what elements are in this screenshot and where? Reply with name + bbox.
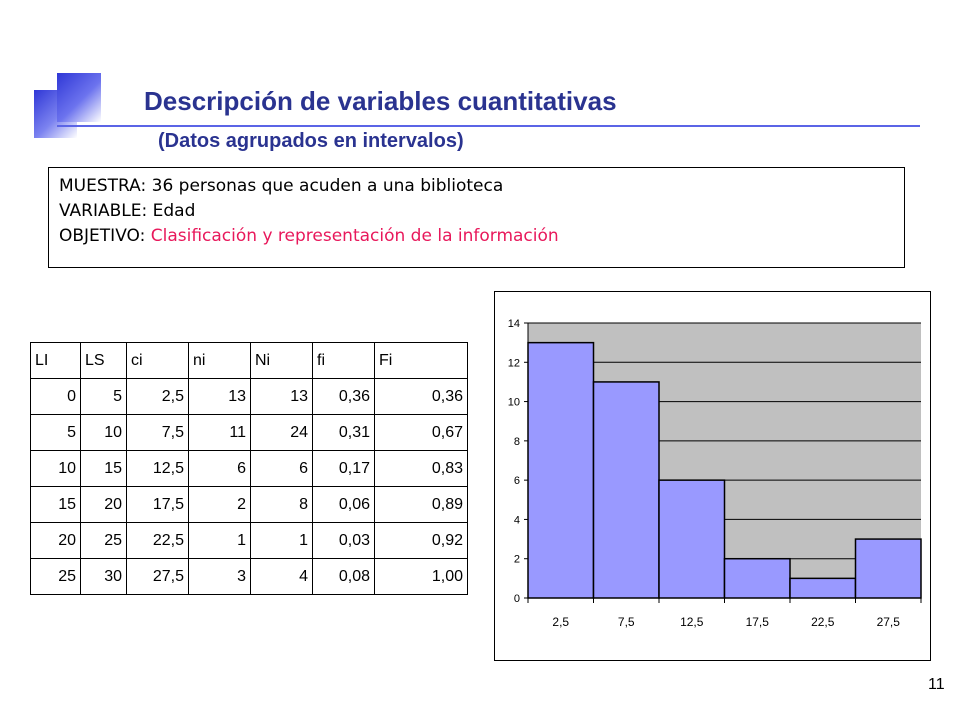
cell: 0,31 xyxy=(312,414,375,451)
cell: 15 xyxy=(80,450,127,487)
cell: 20 xyxy=(30,522,81,559)
cell: 2 xyxy=(188,486,251,523)
cell: 25 xyxy=(30,558,81,595)
histogram-svg: 0 2 4 6 8 10 12 14 2,5 7,5 12,5 17,5 22,5 27,5 xyxy=(494,291,931,661)
objetivo-text: Clasificación y representación de la inf… xyxy=(145,226,559,246)
slide-subtitle: (Datos agrupados en intervalos) xyxy=(158,130,464,152)
cell: 6 xyxy=(188,450,251,487)
cell: 0,67 xyxy=(374,414,468,451)
cell: 1 xyxy=(250,522,313,559)
info-line-objetivo: OBJETIVO: Clasificación y representación… xyxy=(59,224,894,249)
cell: 15 xyxy=(30,486,81,523)
y-tick-label: 8 xyxy=(514,436,520,448)
cell: 30 xyxy=(80,558,127,595)
variable-text: Edad xyxy=(147,201,196,221)
cell: 1 xyxy=(188,522,251,559)
info-box: MUESTRA: 36 personas que acuden a una bi… xyxy=(48,167,905,268)
cell: 10 xyxy=(80,414,127,451)
table-row: 10 15 12,5 6 6 0,17 0,83 xyxy=(30,450,468,487)
info-line-muestra: MUESTRA: 36 personas que acuden a una bi… xyxy=(59,174,894,199)
header-ni: ni xyxy=(188,342,251,379)
header-fi: fi xyxy=(312,342,375,379)
y-tick-label: 14 xyxy=(508,318,520,330)
cell: 13 xyxy=(188,378,251,415)
x-tick-label: 7,5 xyxy=(618,615,635,629)
cell: 0,83 xyxy=(374,450,468,487)
objetivo-label: OBJETIVO: xyxy=(59,226,146,246)
y-tick-label: 4 xyxy=(514,514,520,526)
header-ci: ci xyxy=(126,342,189,379)
histogram-chart: 0 2 4 6 8 10 12 14 2,5 7,5 12,5 17,5 22,5 27,5 xyxy=(494,291,931,666)
slide-title: Descripción de variables cuantitativas xyxy=(144,86,617,116)
info-line-variable: VARIABLE: Edad xyxy=(59,199,894,224)
cell: 8 xyxy=(250,486,313,523)
y-tick-label: 6 xyxy=(514,475,520,487)
x-tick-label: 17,5 xyxy=(746,615,770,629)
cell: 5 xyxy=(30,414,81,451)
cell: 0,92 xyxy=(374,522,468,559)
cell: 4 xyxy=(250,558,313,595)
header-li: LI xyxy=(30,342,81,379)
cell: 11 xyxy=(188,414,251,451)
y-tick-label: 12 xyxy=(508,357,520,369)
table-row: 15 20 17,5 2 8 0,06 0,89 xyxy=(30,486,468,523)
cell: 7,5 xyxy=(126,414,189,451)
cell: 0,03 xyxy=(312,522,375,559)
cell: 13 xyxy=(250,378,313,415)
header-Fi: Fi xyxy=(374,342,468,379)
table-row: 0 5 2,5 13 13 0,36 0,36 xyxy=(30,378,468,415)
cell: 12,5 xyxy=(126,450,189,487)
header-Ni: Ni xyxy=(250,342,313,379)
x-tick-label: 22,5 xyxy=(811,615,835,629)
cell: 2,5 xyxy=(126,378,189,415)
x-tick-label: 12,5 xyxy=(680,615,704,629)
bar xyxy=(854,538,922,599)
cell: 0,17 xyxy=(312,450,375,487)
cell: 0,06 xyxy=(312,486,375,523)
muestra-text: 36 personas que acuden a una biblioteca xyxy=(146,176,504,196)
cell: 5 xyxy=(80,378,127,415)
muestra-label: MUESTRA: xyxy=(59,176,147,196)
page-number: 11 xyxy=(928,676,945,693)
cell: 6 xyxy=(250,450,313,487)
header-ls: LS xyxy=(80,342,127,379)
cell: 17,5 xyxy=(126,486,189,523)
bar xyxy=(658,479,726,599)
cell: 0,36 xyxy=(312,378,375,415)
cell: 1,00 xyxy=(374,558,468,595)
bar xyxy=(592,381,660,599)
cell: 0,36 xyxy=(374,378,468,415)
title-underline xyxy=(57,125,920,127)
cell: 25 xyxy=(80,522,127,559)
cell: 27,5 xyxy=(126,558,189,595)
x-tick-label: 2,5 xyxy=(552,615,569,629)
table-header-row: LI LS ci ni Ni fi Fi xyxy=(30,342,468,379)
cell: 22,5 xyxy=(126,522,189,559)
table-row: 5 10 7,5 11 24 0,31 0,67 xyxy=(30,414,468,451)
bar xyxy=(527,341,595,599)
table-row: 25 30 27,5 3 4 0,08 1,00 xyxy=(30,558,468,595)
cell: 20 xyxy=(80,486,127,523)
cell: 24 xyxy=(250,414,313,451)
y-tick-label: 10 xyxy=(508,397,520,409)
table-row: 20 25 22,5 1 1 0,03 0,92 xyxy=(30,522,468,559)
cell: 0 xyxy=(30,378,81,415)
bar xyxy=(789,577,857,599)
cell: 10 xyxy=(30,450,81,487)
cell: 0,89 xyxy=(374,486,468,523)
y-tick-label: 2 xyxy=(514,554,520,566)
cell: 3 xyxy=(188,558,251,595)
variable-label: VARIABLE: xyxy=(59,201,148,221)
frequency-table: LI LS ci ni Ni fi Fi 0 5 2,5 13 13 0,36 0,36 5… xyxy=(30,342,468,595)
x-tick-label: 27,5 xyxy=(877,615,901,629)
bar xyxy=(723,557,791,599)
cell: 0,08 xyxy=(312,558,375,595)
y-tick-label: 0 xyxy=(514,593,520,605)
decorative-square-front xyxy=(57,73,101,122)
